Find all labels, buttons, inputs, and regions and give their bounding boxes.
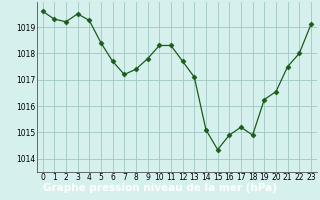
- Text: Graphe pression niveau de la mer (hPa): Graphe pression niveau de la mer (hPa): [43, 183, 277, 193]
